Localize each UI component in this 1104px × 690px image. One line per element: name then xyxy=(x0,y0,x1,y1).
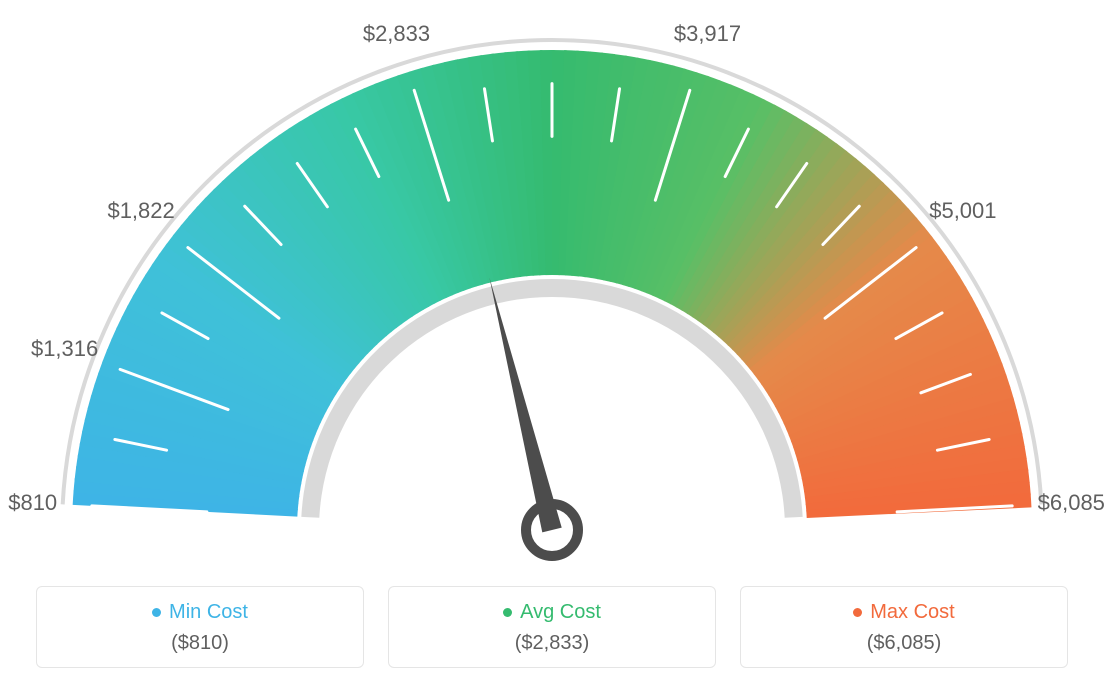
gauge-tick-label: $5,001 xyxy=(929,198,996,224)
dot-icon xyxy=(853,608,862,617)
dot-icon xyxy=(152,608,161,617)
legend-title-min-text: Min Cost xyxy=(169,601,248,624)
legend-title-max-text: Max Cost xyxy=(870,601,954,624)
legend-value-min: ($810) xyxy=(47,632,353,655)
legend-card-min: Min Cost ($810) xyxy=(36,586,364,668)
gauge-tick-label: $2,833 xyxy=(363,21,430,47)
gauge-tick-label: $1,822 xyxy=(107,198,174,224)
legend-card-avg: Avg Cost ($2,833) xyxy=(388,586,716,668)
dot-icon xyxy=(503,608,512,617)
gauge-svg xyxy=(0,10,1104,570)
legend-row: Min Cost ($810) Avg Cost ($2,833) Max Co… xyxy=(36,586,1068,668)
legend-title-min: Min Cost xyxy=(152,601,248,624)
cost-gauge-chart: $810 $1,316 $1,822 $2,833 $3,917 $5,001 $6,085 xyxy=(0,10,1104,570)
gauge-tick-label: $3,917 xyxy=(674,21,741,47)
legend-value-max: ($6,085) xyxy=(751,632,1057,655)
legend-value-avg: ($2,833) xyxy=(399,632,705,655)
legend-title-max: Max Cost xyxy=(853,601,954,624)
gauge-tick-label: $810 xyxy=(8,490,57,516)
gauge-tick-label: $1,316 xyxy=(31,336,98,362)
legend-title-avg: Avg Cost xyxy=(503,601,601,624)
gauge-tick-label: $6,085 xyxy=(1038,490,1104,516)
legend-card-max: Max Cost ($6,085) xyxy=(740,586,1068,668)
legend-title-avg-text: Avg Cost xyxy=(520,601,601,624)
